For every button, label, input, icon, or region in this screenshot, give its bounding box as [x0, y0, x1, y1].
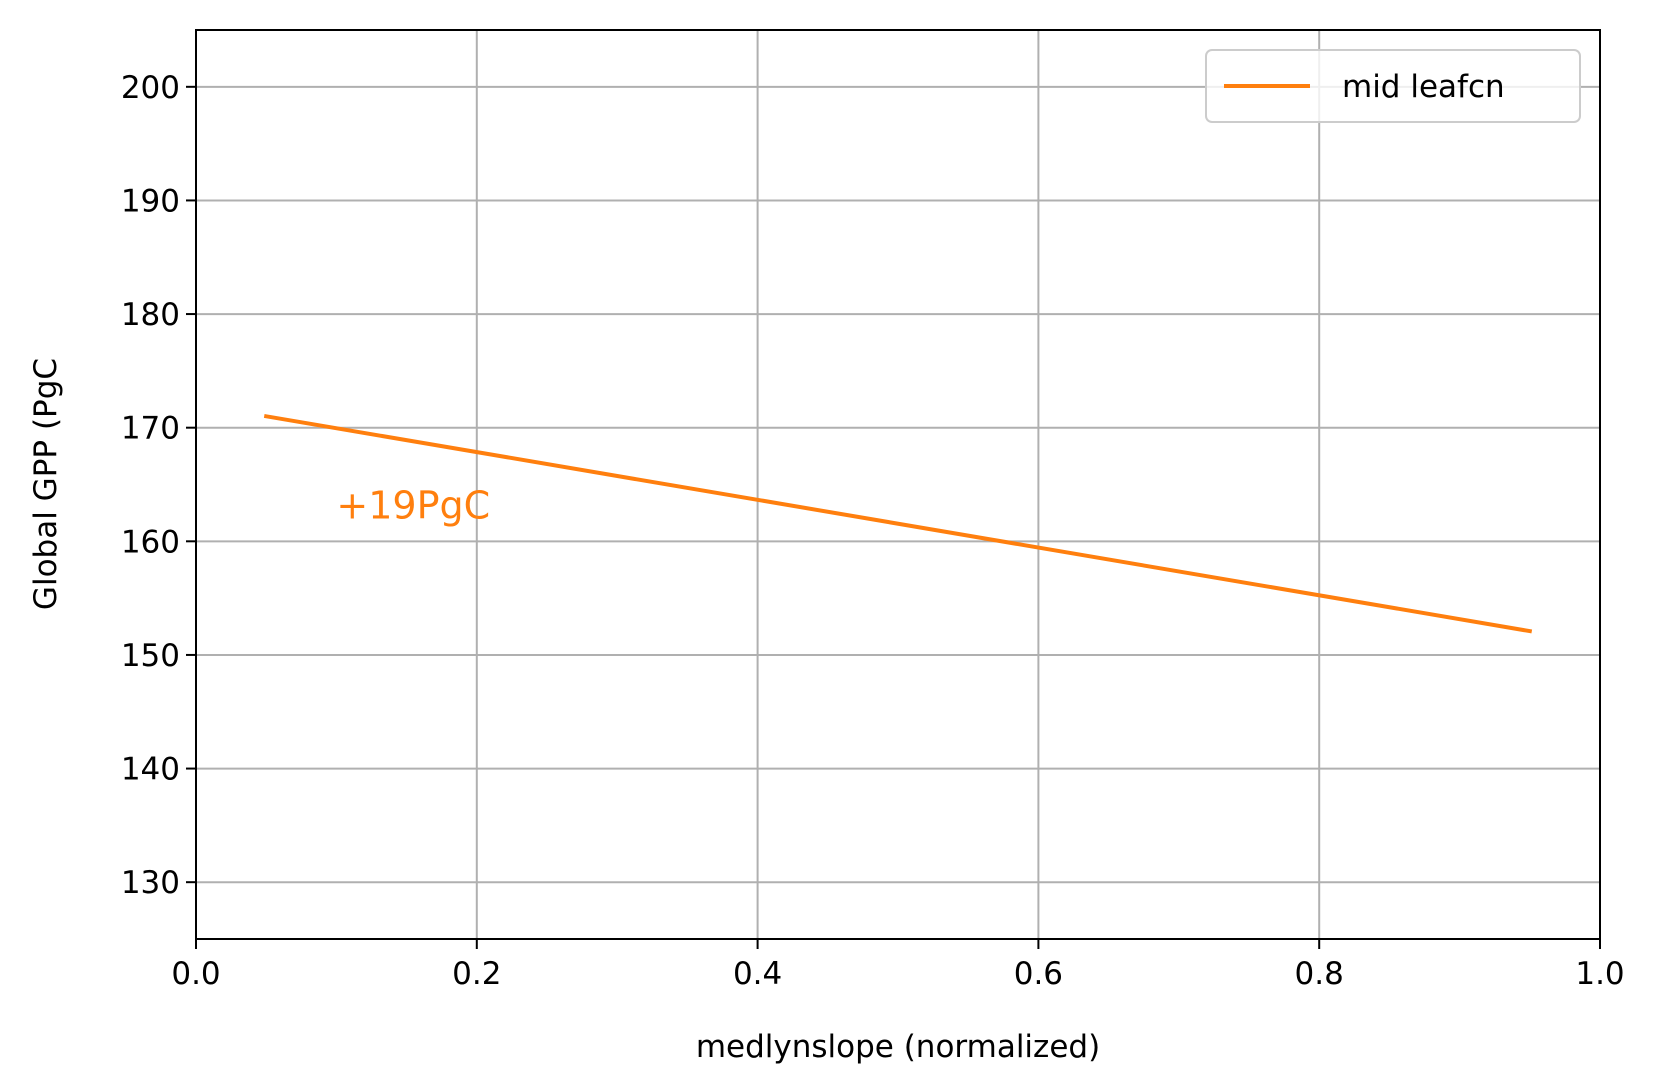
annotation-gpp-difference: +19PgC — [336, 484, 490, 528]
legend-box — [1205, 49, 1581, 123]
x-axis-ticks: 0.0 0.2 0.4 0.6 0.8 1.0 — [171, 939, 1625, 992]
y-tick-label: 130 — [121, 865, 180, 901]
x-tick-label: 0.0 — [171, 956, 220, 992]
x-tick-label: 0.6 — [1014, 956, 1063, 992]
y-tick-label: 160 — [121, 524, 180, 560]
legend-label-mid-leafcn: mid leafcn — [1342, 69, 1505, 105]
series-lines — [263, 413, 1533, 634]
y-tick-label: 150 — [121, 638, 180, 674]
y-tick-label: 170 — [121, 411, 180, 447]
y-axis-ticks: 130 140 150 160 170 180 190 200 — [121, 70, 196, 901]
x-tick-label: 0.4 — [733, 956, 782, 992]
annotations: +19PgC — [336, 484, 490, 528]
x-tick-label: 1.0 — [1575, 956, 1624, 992]
y-tick-label: 190 — [121, 183, 180, 219]
series-line-mid-leafcn — [263, 413, 1533, 634]
y-tick-label: 200 — [121, 70, 180, 106]
plot-frame — [195, 29, 1601, 940]
y-tick-label: 140 — [121, 752, 180, 788]
x-axis-label: medlynslope (normalized) — [696, 1029, 1100, 1065]
y-axis-label: Global GPP (PgC — [28, 358, 64, 610]
gridlines — [196, 30, 1600, 939]
x-tick-label: 0.2 — [452, 956, 501, 992]
y-tick-label: 180 — [121, 297, 180, 333]
x-tick-label: 0.8 — [1295, 956, 1344, 992]
legend: mid leafcn — [1205, 49, 1581, 123]
plot-area-background — [196, 30, 1600, 939]
